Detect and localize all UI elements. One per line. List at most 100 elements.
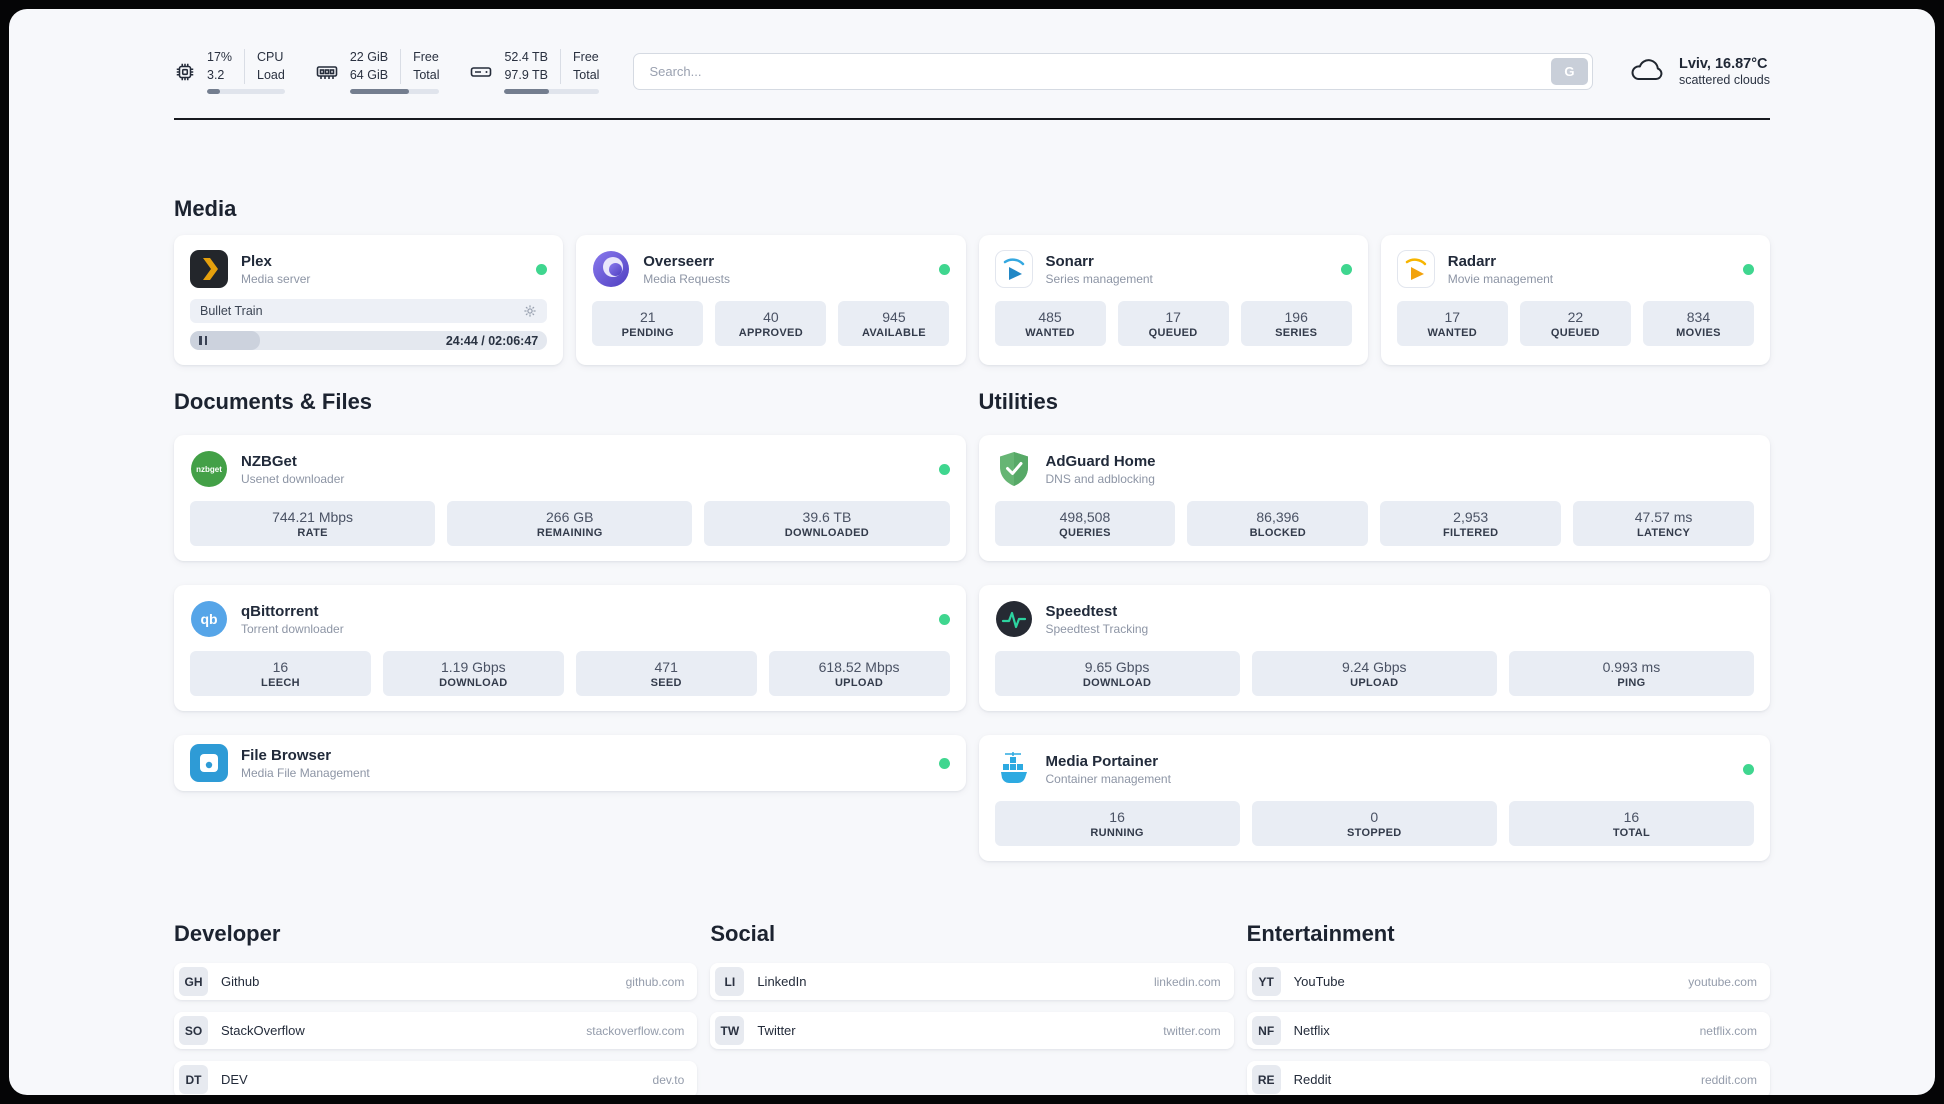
adguard-app-link[interactable]: AdGuard Home DNS and adblocking	[995, 450, 1755, 488]
radarr-card: Radarr Movie management 17 WANTED 22 QUE…	[1380, 235, 1770, 365]
stat-box: 17 WANTED	[1396, 301, 1508, 346]
developer-column: Developer GH Github github.com SO StackO…	[174, 921, 698, 1095]
plex-icon	[190, 250, 228, 288]
status-dot	[938, 757, 950, 769]
link-badge: SO	[179, 1016, 208, 1045]
link-badge: NF	[1251, 1016, 1281, 1045]
app-name: Media Portainer	[1045, 752, 1159, 770]
ram-free-label: Free	[413, 50, 439, 64]
ram-progress-fill	[349, 89, 409, 94]
overseerr-app-link[interactable]: Overseerr Media Requests	[592, 250, 950, 288]
sonarr-icon	[994, 250, 1033, 288]
link-url: stackoverflow.com	[586, 1023, 685, 1038]
sonarr-card: Sonarr Series management 485 WANTED 17 Q…	[978, 235, 1368, 365]
dashboard-page: 17% 3.2 CPU Load	[9, 9, 1935, 1095]
nzbget-card: nzbget NZBGet Usenet downloader 74	[174, 435, 966, 561]
nzbget-icon: nzbget	[190, 450, 228, 488]
search-bar: G	[633, 53, 1593, 90]
stat-box: 1.19 Gbps DOWNLOAD	[382, 651, 564, 696]
link-url: youtube.com	[1688, 974, 1757, 989]
plex-card: Plex Media server Bullet Train	[174, 235, 564, 365]
disk-free-label: Free	[573, 50, 599, 64]
stat-row: 16 LEECH 1.19 Gbps DOWNLOAD 471 SEED	[190, 651, 950, 696]
link-row-linkedin[interactable]: LI LinkedIn linkedin.com	[710, 963, 1234, 1000]
qbittorrent-app-link[interactable]: qb qBittorrent Torrent downloader	[190, 600, 950, 638]
cpu-icon	[174, 61, 196, 83]
link-name: StackOverflow	[221, 1023, 305, 1038]
link-row-twitter[interactable]: TW Twitter twitter.com	[710, 1012, 1234, 1049]
stat-row: 16 RUNNING 0 STOPPED 16 TOTAL	[994, 801, 1755, 846]
portainer-app-link[interactable]: Media Portainer Container management	[995, 750, 1754, 788]
disk-monitor-body: 52.4 TB 97.9 TB Free Total	[504, 49, 600, 94]
disk-progress-bar	[504, 89, 600, 94]
app-name: Overseerr	[643, 252, 715, 270]
link-badge: RE	[1251, 1065, 1281, 1094]
link-url: github.com	[625, 974, 685, 989]
stat-box: 266 GB REMAINING	[447, 501, 693, 546]
status-dot	[938, 463, 950, 475]
playback-progress-fill	[190, 331, 260, 350]
link-row-reddit[interactable]: RE Reddit reddit.com	[1246, 1061, 1770, 1095]
link-name: Twitter	[757, 1023, 796, 1038]
section-title-utilities: Utilities	[978, 389, 1058, 414]
stat-box: 744.21 Mbps RATE	[190, 501, 436, 546]
link-name: Reddit	[1293, 1072, 1332, 1087]
cpu-load-label: Load	[257, 67, 285, 82]
stat-box: 16 TOTAL	[1508, 801, 1755, 846]
link-row-youtube[interactable]: YT YouTube youtube.com	[1246, 963, 1770, 1000]
section-title-developer: Developer	[174, 921, 281, 946]
status-dot	[1743, 763, 1754, 775]
cpu-monitor: 17% 3.2 CPU Load	[174, 49, 285, 94]
section-title-media: Media	[174, 196, 237, 221]
app-subtitle: Media Requests	[643, 271, 730, 286]
overseerr-icon	[592, 250, 630, 288]
link-name: DEV	[221, 1072, 248, 1087]
nzbget-app-link[interactable]: nzbget NZBGet Usenet downloader	[190, 450, 950, 488]
search-input[interactable]	[633, 53, 1593, 90]
sonarr-app-link[interactable]: Sonarr Series management	[994, 250, 1352, 288]
pause-button[interactable]	[190, 331, 216, 350]
filebrowser-icon	[190, 744, 228, 782]
weather-text: Lviv, 16.87°C scattered clouds	[1679, 56, 1770, 87]
link-badge: YT	[1251, 967, 1281, 996]
disk-free-value: 52.4 TB	[504, 50, 549, 64]
stat-box: 16 RUNNING	[994, 801, 1240, 846]
stat-box: 498,508 QUERIES	[994, 501, 1176, 546]
status-dot	[938, 613, 950, 625]
speedtest-card: Speedtest Speedtest Tracking 9.65 Gbps D…	[978, 585, 1770, 711]
overseerr-card: Overseerr Media Requests 21 PENDING 40 A…	[576, 235, 966, 365]
stat-box: 196 SERIES	[1240, 301, 1352, 346]
svg-text:qb: qb	[200, 611, 217, 627]
stat-box: 22 QUEUED	[1519, 301, 1631, 346]
svg-text:nzbget: nzbget	[196, 465, 222, 474]
speedtest-app-link[interactable]: Speedtest Speedtest Tracking	[995, 600, 1755, 638]
stat-row: 9.65 Gbps DOWNLOAD 9.24 Gbps UPLOAD 0.99…	[994, 651, 1755, 696]
link-row-github[interactable]: GH Github github.com	[174, 963, 698, 1000]
app-name: Speedtest	[1045, 602, 1118, 620]
stat-box: 16 LEECH	[190, 651, 371, 696]
link-row-stackoverflow[interactable]: SO StackOverflow stackoverflow.com	[174, 1012, 698, 1049]
app-name: AdGuard Home	[1045, 452, 1156, 470]
filebrowser-app-link[interactable]: File Browser Media File Management	[190, 744, 950, 782]
qbittorrent-card: qb qBittorrent Torrent downloader	[174, 585, 966, 711]
link-badge: TW	[715, 1016, 745, 1045]
portainer-card: Media Portainer Container management 16 …	[978, 735, 1770, 861]
link-url: linkedin.com	[1153, 974, 1221, 989]
plex-app-link[interactable]: Plex Media server	[190, 250, 548, 288]
status-dot	[938, 263, 950, 275]
filebrowser-card: File Browser Media File Management	[174, 735, 966, 791]
link-row-netflix[interactable]: NF Netflix netflix.com	[1246, 1012, 1770, 1049]
app-subtitle: Movie management	[1447, 271, 1554, 286]
cloud-icon	[1627, 53, 1667, 90]
ram-icon	[315, 60, 339, 84]
link-row-dev[interactable]: DT DEV dev.to	[174, 1061, 698, 1095]
link-url: dev.to	[652, 1072, 685, 1087]
search-engine-button[interactable]: G	[1550, 58, 1588, 85]
link-name: LinkedIn	[757, 974, 807, 989]
radarr-app-link[interactable]: Radarr Movie management	[1396, 250, 1754, 288]
gear-icon[interactable]	[523, 304, 537, 318]
link-url: netflix.com	[1699, 1023, 1757, 1038]
playback-progress-bar: 24:44 / 02:06:47	[190, 331, 548, 350]
stat-box: 9.65 Gbps DOWNLOAD	[994, 651, 1240, 696]
cpu-monitor-body: 17% 3.2 CPU Load	[207, 49, 285, 94]
